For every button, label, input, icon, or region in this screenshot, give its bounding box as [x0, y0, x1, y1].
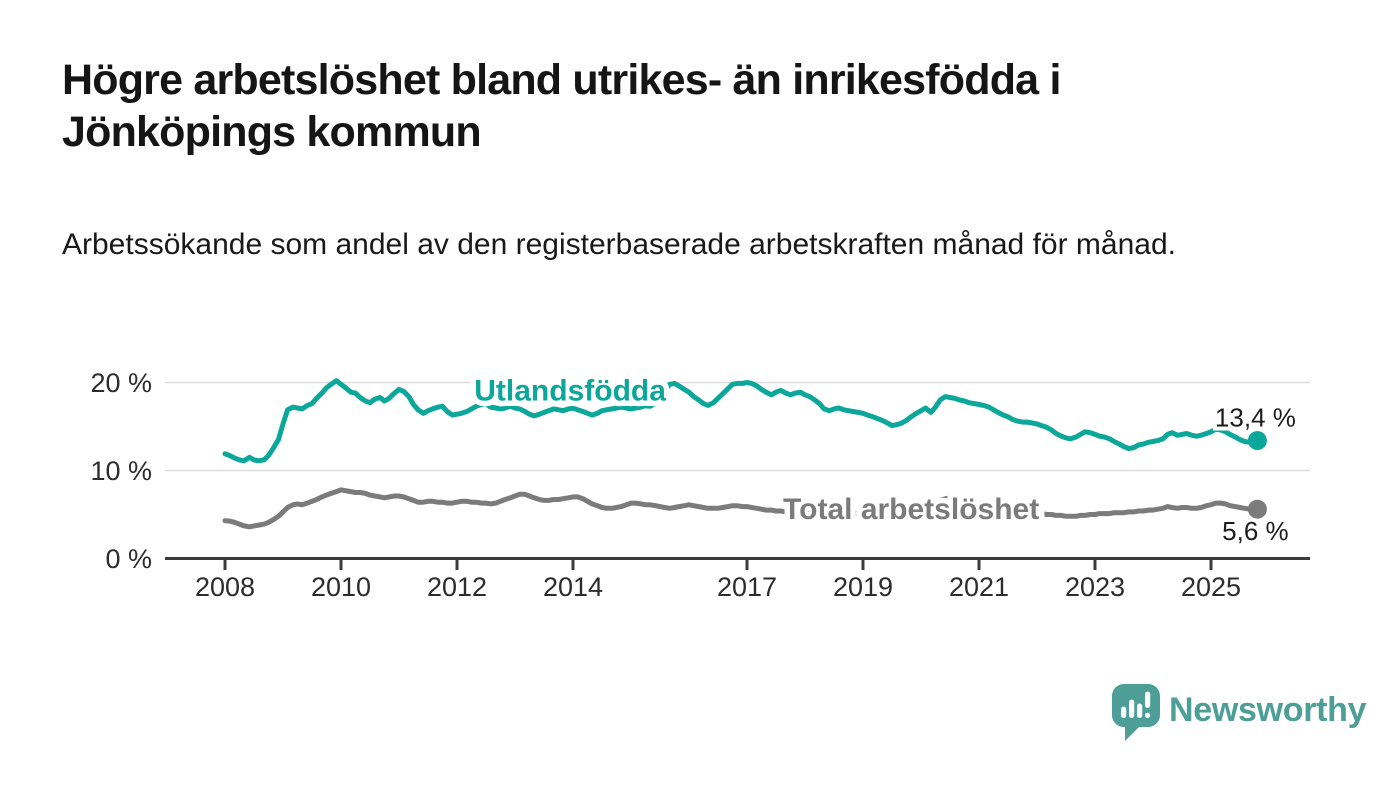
series-line-total [222, 487, 1260, 530]
logo-exclamation-dot-icon [1145, 712, 1151, 718]
logo-exclamation-icon [1145, 691, 1151, 708]
y-axis-tick-label: 20 % [90, 368, 152, 398]
series-line-utlandsfodda [222, 378, 1260, 464]
x-axis-tick-label: 2017 [717, 572, 777, 602]
logo-bar-icon [1129, 699, 1135, 718]
y-axis-tick-label: 0 % [105, 544, 152, 574]
x-axis-tick-label: 2010 [311, 572, 371, 602]
series-end-dot [1247, 499, 1267, 519]
x-axis-tick-label: 2012 [427, 572, 487, 602]
x-axis-tick-label: 2023 [1065, 572, 1125, 602]
newsworthy-logo-text: Newsworthy [1169, 691, 1367, 729]
chart-subtitle: Arbetssökande som andel av den registerb… [62, 228, 1176, 261]
series-label-total: Total arbetslöshet [783, 493, 1039, 526]
x-axis-tick-label: 2019 [833, 572, 893, 602]
series-label-utlandsfodda: Utlandsfödda [474, 375, 666, 408]
newsworthy-logo: Newsworthy [1112, 684, 1367, 744]
series-end-value-label: 5,6 % [1222, 516, 1289, 546]
newsworthy-logo-icon [1112, 684, 1160, 741]
x-axis-tick-label: 2008 [195, 572, 255, 602]
series-end-value-label: 13,4 % [1215, 403, 1296, 433]
page-title: Högre arbetslöshet bland utrikes- än inr… [62, 56, 1061, 157]
x-axis-tick-label: 2021 [949, 572, 1009, 602]
logo-bar-icon [1121, 706, 1127, 718]
x-axis-tick-label: 2014 [543, 572, 603, 602]
logo-bar-icon [1137, 703, 1143, 718]
y-axis-tick-label: 10 % [90, 456, 152, 486]
x-axis-tick-label: 2025 [1181, 572, 1241, 602]
series-end-dot [1247, 431, 1267, 451]
